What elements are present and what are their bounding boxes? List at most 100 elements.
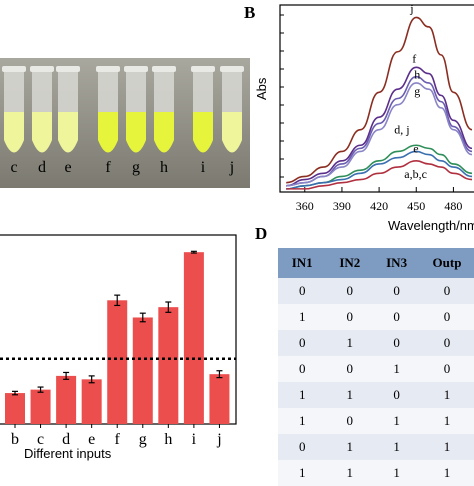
header-in1: IN1 <box>278 248 327 278</box>
tube-cap <box>222 70 242 112</box>
tube-liquid <box>222 112 242 153</box>
spectrum-line-g <box>286 82 473 187</box>
curve-label: a,b,c <box>404 167 427 181</box>
truth-table-cell: 0 <box>420 356 474 382</box>
truth-table-cell: 0 <box>373 304 420 330</box>
x-axis-label: Wavelength/nm <box>388 218 474 233</box>
tube-liquid <box>193 112 213 153</box>
truth-table-cell: 1 <box>278 460 327 486</box>
truth-table-cell: 1 <box>326 330 374 356</box>
x-tick-label: g <box>139 431 147 448</box>
curve-label: h <box>414 68 420 82</box>
truth-table-cell: 1 <box>373 356 420 382</box>
tube-cap <box>58 70 78 112</box>
x-tick-label: 450 <box>407 199 425 213</box>
tube-label: i <box>201 159 206 176</box>
tube-rim <box>2 66 26 72</box>
x-axis-label: Different inputs <box>24 446 112 461</box>
tube-label: h <box>160 159 168 176</box>
x-tick-label: e <box>88 431 95 448</box>
curve-label: j <box>409 1 413 15</box>
tube-rim <box>56 66 80 72</box>
tube-liquid <box>154 112 174 153</box>
bar-c <box>30 389 51 424</box>
bar-e <box>81 379 102 424</box>
bar-f <box>107 300 128 424</box>
spectrum-line-f <box>286 66 473 187</box>
tube-cap <box>193 70 213 112</box>
truth-table-cell: 1 <box>278 408 327 434</box>
tube-label: g <box>132 159 140 176</box>
truth-table-cell: 1 <box>373 408 420 434</box>
bar-b <box>5 393 25 424</box>
x-tick-label: j <box>216 431 221 448</box>
x-tick-label: h <box>164 431 172 448</box>
bar-i <box>183 252 204 424</box>
tube-label: d <box>38 159 46 176</box>
x-tick-label: d <box>62 431 70 448</box>
truth-table-cell: 1 <box>420 460 474 486</box>
tube-rim <box>152 66 176 72</box>
bar-j <box>209 374 230 424</box>
curve-label: g <box>414 84 420 98</box>
plot-frame <box>279 4 474 193</box>
truth-table-cell: 0 <box>373 330 420 356</box>
x-tick-label: f <box>115 431 121 448</box>
bar-h <box>158 307 179 424</box>
truth-table-cell: 0 <box>420 278 474 304</box>
tube-cap <box>154 70 174 112</box>
truth-table-cell: 0 <box>420 330 474 356</box>
truth-table-cell: 1 <box>326 434 374 460</box>
truth-table-cell: 0 <box>373 382 420 408</box>
truth-table-header: IN1 IN2 IN3 Outp <box>278 248 474 278</box>
tube-label: c <box>10 159 17 176</box>
spectrum-line-abc <box>286 160 473 190</box>
header-in2: IN2 <box>326 248 374 278</box>
x-tick-label: 480 <box>444 199 462 213</box>
x-tick-label: b <box>11 431 19 448</box>
tube-photo: c d e f g h i j <box>0 0 250 205</box>
tube-cap <box>32 70 52 112</box>
truth-table-cell: 1 <box>420 434 474 460</box>
header-in3: IN3 <box>373 248 420 278</box>
truth-table-cell: 0 <box>326 356 374 382</box>
y-axis-label: Abs <box>254 77 269 100</box>
tube-rim <box>124 66 148 72</box>
truth-table-cell: 1 <box>278 382 327 408</box>
tube-rim <box>96 66 120 72</box>
tube-rim <box>191 66 215 72</box>
tube-rim <box>220 66 244 72</box>
spectrum-line-j <box>286 16 473 184</box>
spectrum-line-e <box>286 150 473 190</box>
x-tick-label: i <box>192 431 197 448</box>
truth-table-cell: 1 <box>420 408 474 434</box>
truth-table-cell: 0 <box>278 278 327 304</box>
truth-table-cell: 0 <box>326 278 374 304</box>
truth-table-cell: 1 <box>326 460 374 486</box>
header-output: Outp <box>420 248 474 278</box>
tube-rim <box>30 66 54 72</box>
curve-label: f <box>412 51 416 65</box>
truth-table-cell: 0 <box>373 278 420 304</box>
truth-table-cell: 1 <box>373 460 420 486</box>
truth-table-cell: 0 <box>326 408 374 434</box>
tube-cap <box>98 70 118 112</box>
truth-table-cell: 0 <box>420 304 474 330</box>
tube-label: f <box>105 159 111 176</box>
bar-d <box>56 375 77 424</box>
truth-table-cell: 0 <box>278 330 327 356</box>
truth-table-cell: 0 <box>326 304 374 330</box>
x-tick-label: c <box>37 431 44 448</box>
tube-liquid <box>98 112 118 153</box>
curve-label: d, j <box>394 122 409 136</box>
truth-table-cell: 0 <box>278 356 327 382</box>
x-tick-label: 420 <box>370 199 388 213</box>
truth-table-cell: 1 <box>326 382 374 408</box>
truth-table-cell: 0 <box>278 434 327 460</box>
truth-table-cell: 1 <box>373 434 420 460</box>
